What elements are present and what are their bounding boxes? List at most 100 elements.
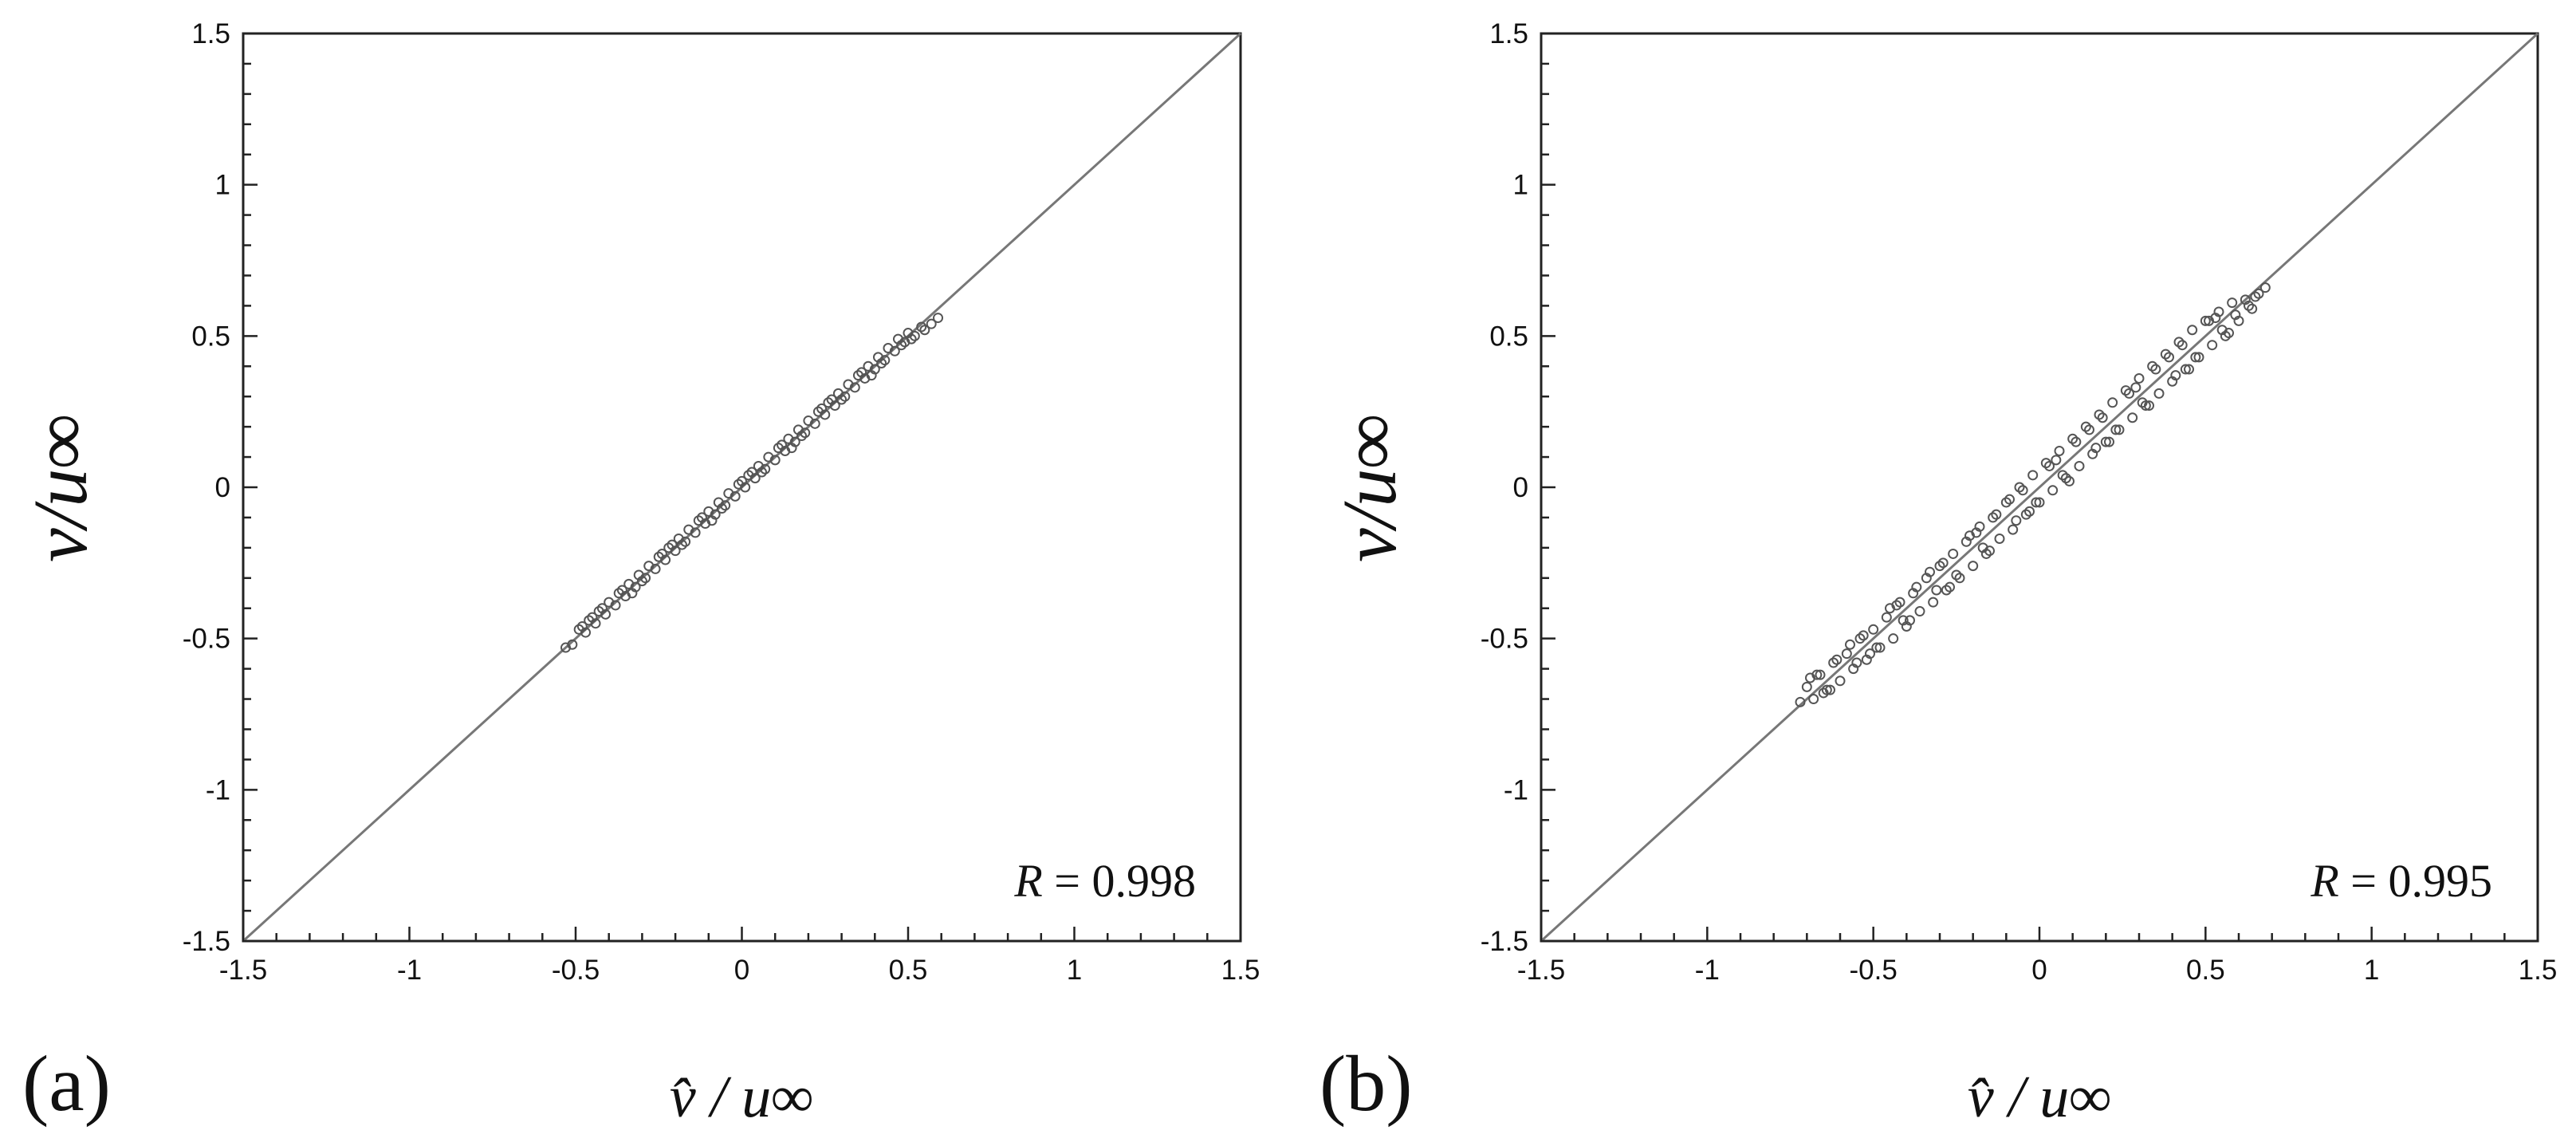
- data-point: [906, 333, 917, 345]
- data-point: [1851, 657, 1862, 668]
- x-axis-label: v̂ / u∞: [1968, 1065, 2111, 1130]
- data-point: [1891, 600, 1902, 611]
- data-point: [2130, 382, 2141, 393]
- data-point: [2031, 497, 2042, 508]
- data-point: [2011, 515, 2022, 526]
- data-point: [1977, 542, 1988, 553]
- x-tick-label: -1: [397, 955, 422, 986]
- data-point: [1948, 548, 1959, 559]
- data-point: [2071, 436, 2082, 447]
- data-point: [636, 576, 647, 587]
- data-point: [716, 503, 727, 514]
- x-tick-label: 0: [734, 955, 749, 986]
- data-point: [760, 463, 771, 475]
- data-point: [816, 403, 828, 414]
- data-point: [587, 612, 598, 623]
- data-point: [2170, 370, 2181, 381]
- data-point: [1988, 512, 1999, 523]
- data-point: [2054, 445, 2065, 456]
- data-point: [1991, 509, 2002, 520]
- data-point: [1871, 642, 1882, 653]
- data-point: [2024, 506, 2035, 517]
- data-point: [2244, 300, 2254, 311]
- data-point: [2137, 397, 2148, 408]
- x-tick-label: -1: [1695, 955, 1720, 986]
- x-tick-label: -1.5: [219, 955, 267, 986]
- y-tick-label: 0.5: [1489, 321, 1528, 352]
- data-point: [777, 439, 788, 451]
- data-point: [730, 490, 741, 502]
- data-point: [1925, 566, 1935, 577]
- data-point: [656, 548, 667, 559]
- data-point: [690, 527, 701, 538]
- x-tick-label: -1.5: [1517, 955, 1565, 986]
- data-point: [2104, 436, 2114, 447]
- data-point: [916, 321, 927, 333]
- data-point: [926, 318, 937, 329]
- panel-letter: (a): [22, 1039, 111, 1128]
- data-point: [1881, 612, 1892, 623]
- data-point: [1911, 581, 1922, 593]
- data-point: [2227, 297, 2238, 309]
- data-point: [866, 370, 877, 381]
- data-point: [933, 313, 944, 324]
- x-tick-label: -0.5: [1850, 955, 1898, 986]
- x-tick-label: 1: [2364, 955, 2379, 986]
- data-point: [2064, 475, 2075, 486]
- r-annotation: R = 0.998: [1013, 855, 1196, 907]
- data-point: [706, 515, 718, 526]
- data-point: [1914, 606, 1925, 617]
- data-point: [2008, 524, 2019, 535]
- data-point: [2200, 315, 2211, 326]
- data-point: [2057, 470, 2068, 481]
- reference-line: [1540, 32, 2539, 943]
- x-tick-label: 1: [1067, 955, 1082, 986]
- data-point: [2084, 424, 2094, 435]
- y-tick-label: 1: [1513, 170, 1528, 201]
- data-point: [1865, 648, 1875, 660]
- data-point: [889, 345, 900, 356]
- data-point: [2080, 421, 2091, 432]
- data-point: [2060, 473, 2071, 484]
- data-point: [2173, 337, 2185, 348]
- data-point: [2216, 325, 2228, 336]
- data-point: [757, 467, 768, 478]
- data-point: [1934, 561, 1945, 572]
- x-tick-label: 0.5: [2186, 955, 2225, 986]
- scatter-points: [560, 313, 944, 653]
- data-point: [786, 443, 797, 454]
- data-point: [909, 330, 920, 341]
- y-tick-label: 0.5: [191, 321, 230, 352]
- minor-ticks: [1540, 32, 2539, 943]
- data-point: [2074, 460, 2085, 471]
- data-point: [919, 325, 930, 336]
- y-tick-label: -1.5: [1481, 926, 1528, 957]
- data-point: [840, 391, 851, 402]
- data-point: [2210, 313, 2221, 324]
- x-tick-label: 0.5: [889, 955, 928, 986]
- data-point: [2044, 460, 2055, 471]
- data-point: [2034, 497, 2045, 508]
- data-point: [876, 357, 887, 368]
- r-symbol: R: [2310, 855, 2338, 907]
- data-point: [1937, 557, 1949, 569]
- y-axis-label: v/u∞: [1327, 414, 1412, 562]
- x-tick-label: 1.5: [1221, 955, 1260, 986]
- data-point: [1954, 573, 1965, 584]
- data-point: [2127, 412, 2138, 423]
- data-point: [2140, 400, 2151, 412]
- data-point: [2107, 397, 2118, 408]
- data-point: [1808, 694, 1819, 705]
- y-tick-label: 0: [1513, 472, 1528, 503]
- data-point: [2014, 482, 2025, 493]
- data-point: [2147, 360, 2158, 372]
- data-point: [2114, 424, 2125, 435]
- data-point: [800, 427, 811, 439]
- data-point: [1868, 624, 1879, 635]
- data-point: [696, 512, 707, 523]
- data-point: [2160, 349, 2171, 360]
- y-tick-label: 1.5: [191, 18, 230, 49]
- scatter-points: [1795, 282, 2271, 707]
- data-point: [1945, 581, 1955, 593]
